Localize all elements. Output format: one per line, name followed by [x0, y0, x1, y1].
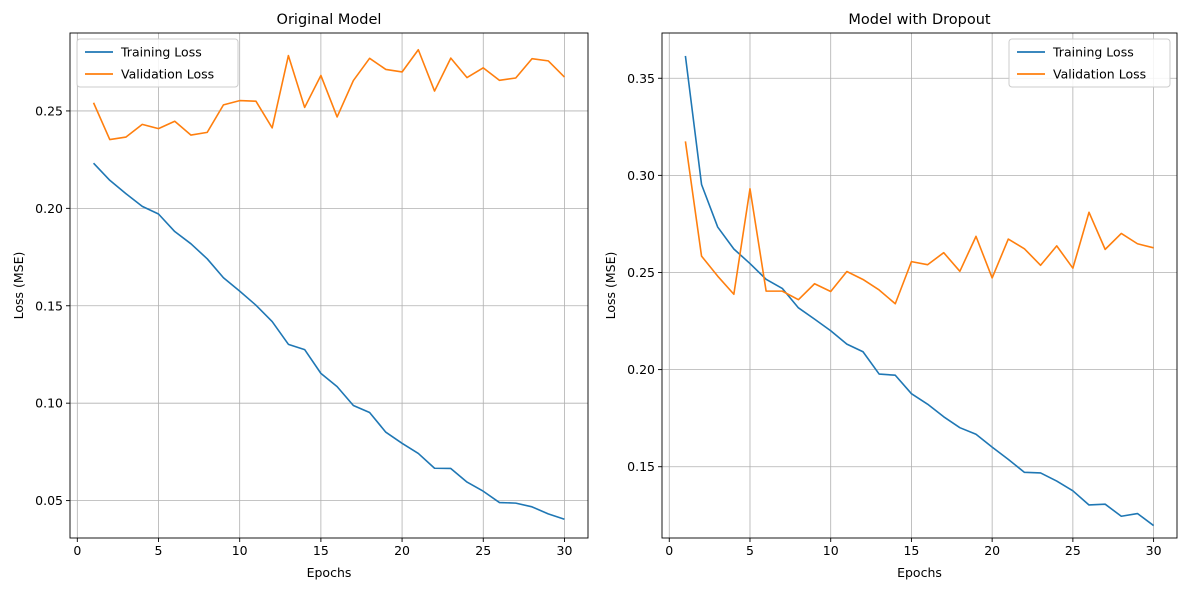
y-tick-label: 0.25: [627, 265, 655, 280]
axes-frame: [661, 32, 1178, 539]
x-tick-label: 10: [823, 543, 839, 558]
x-tick-label: 5: [155, 543, 163, 558]
x-tick-label: 5: [746, 543, 754, 558]
y-tick-label: 0.25: [35, 103, 63, 118]
chart-panel-2: 0 5 10 15 20 25 30 0.15 0.20 0.25 0.30 0.35 Model wi…: [603, 12, 1178, 580]
x-axis-label: Epochs: [897, 565, 942, 580]
chart-title: Original Model: [277, 12, 382, 28]
y-tick-label: 0.30: [627, 168, 655, 183]
axes-frame: [69, 32, 589, 539]
y-tick-label: 0.20: [627, 362, 655, 377]
x-tick-label: 25: [1065, 543, 1081, 558]
x-tick-label: 10: [232, 543, 248, 558]
x-tick-label: 30: [557, 543, 573, 558]
series-line-training-loss: [92, 162, 565, 521]
chart-panel-1: 0 5 10 15 20 25 30 0.05 0.10 0.15 0.20 0.25 Original…: [11, 12, 589, 580]
x-tick-label: 30: [1146, 543, 1162, 558]
y-tick-label: 0.10: [35, 396, 63, 411]
x-tick-label: 25: [475, 543, 491, 558]
legend: Training Loss Validation Loss: [76, 38, 239, 88]
y-tick-label: 0.15: [35, 298, 63, 313]
y-tick-label: 0.20: [35, 201, 63, 216]
legend-box: [1008, 38, 1171, 88]
x-tick-label: 15: [903, 543, 919, 558]
x-tick-label: 20: [394, 543, 410, 558]
legend-label: Training Loss: [1052, 45, 1134, 60]
legend: Training Loss Validation Loss: [1008, 38, 1171, 88]
x-tick-label: 0: [73, 543, 81, 558]
legend-label: Training Loss: [120, 45, 202, 60]
y-tick-label: 0.05: [35, 493, 63, 508]
chart-title: Model with Dropout: [848, 12, 990, 28]
series-line-validation-loss: [92, 48, 566, 141]
legend-label: Validation Loss: [121, 67, 214, 82]
series-line-training-loss: [684, 55, 1155, 527]
y-tick-label: 0.35: [627, 71, 655, 86]
x-axis-label: Epochs: [307, 565, 352, 580]
y-axis-label: Loss (MSE): [603, 252, 618, 320]
legend-label: Validation Loss: [1053, 67, 1146, 82]
series-line-validation-loss: [684, 141, 1154, 305]
x-tick-label: 15: [313, 543, 329, 558]
y-axis-label: Loss (MSE): [11, 252, 26, 320]
x-tick-label: 20: [984, 543, 1000, 558]
y-tick-label: 0.15: [627, 459, 655, 474]
x-tick-label: 0: [665, 543, 673, 558]
legend-box: [76, 38, 239, 88]
